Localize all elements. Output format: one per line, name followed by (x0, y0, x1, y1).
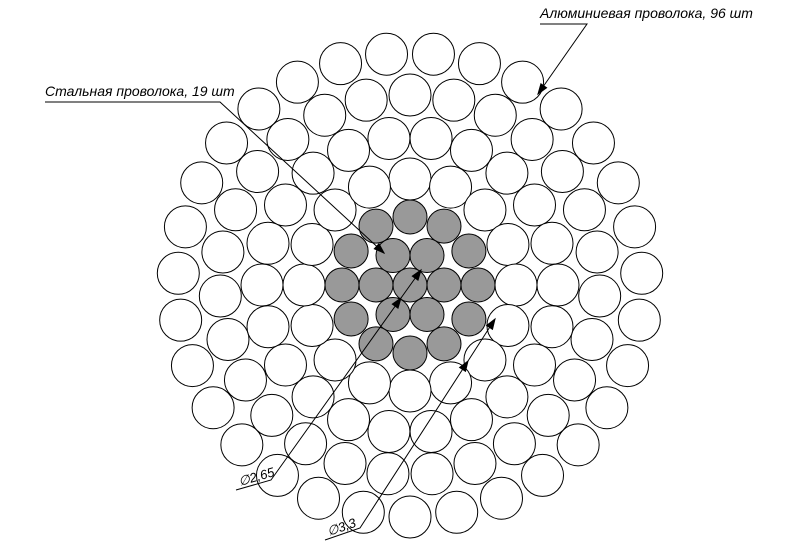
aluminium-ring-wire (345, 79, 387, 121)
aluminium-ring-wire (367, 453, 409, 495)
aluminium-ring-wire (192, 387, 234, 429)
aluminium-label: Алюминиевая проволока, 96 шт (539, 5, 753, 21)
aluminium-ring-wire (285, 423, 327, 465)
aluminium-ring-wire (207, 318, 249, 360)
aluminium-ring-wire (160, 299, 202, 341)
aluminium-ring-wire (436, 491, 478, 533)
aluminium-ring-wire (411, 453, 453, 495)
aluminium-ring-wire (348, 166, 390, 208)
aluminium-ring-wire (410, 118, 452, 160)
aluminium-ring-wire (563, 189, 605, 231)
steel-ring-wire (452, 234, 486, 268)
aluminium-ring-wire (324, 443, 366, 485)
aluminium-ring-wire (571, 318, 613, 360)
aluminium-ring-wire (389, 370, 431, 412)
aluminium-ring-wire (181, 162, 223, 204)
aluminium-ring-wire (224, 359, 266, 401)
aluminium-ring-wire (607, 345, 649, 387)
aluminium-ring-wire (320, 43, 362, 85)
aluminium-ring-wire (576, 231, 618, 273)
aluminium-ring-wire (579, 275, 621, 317)
steel-ring-wire (393, 200, 427, 234)
aluminium-ring-wire (247, 306, 289, 348)
aluminium-ring-wire (264, 344, 306, 386)
aluminium-ring-wire (458, 43, 500, 85)
steel-ring-wire (376, 239, 410, 273)
aluminium-ring-wire (328, 129, 370, 171)
aluminium-ring-wire (412, 33, 454, 75)
aluminium-ring-wire (531, 222, 573, 264)
aluminium-ring-wire (304, 94, 346, 136)
aluminium-leader (538, 24, 587, 94)
steel-ring-wire (393, 336, 427, 370)
steel-ring-wire (410, 239, 444, 273)
aluminium-ring-wire (522, 454, 564, 496)
steel-ring-wire (325, 268, 359, 302)
aluminium-ring-wire (389, 74, 431, 116)
aluminium-ring-wire (554, 359, 596, 401)
aluminium-ring-wire (586, 387, 628, 429)
aluminium-ring-wire (531, 306, 573, 348)
aluminium-ring-wire (433, 79, 475, 121)
aluminium-ring-wire (241, 264, 283, 306)
aluminium-ring-wire (199, 275, 241, 317)
steel-ring-wire (359, 327, 393, 361)
aluminium-ring-wire (502, 61, 544, 103)
aluminium-ring-wire (514, 184, 556, 226)
aluminium-ring-wire (368, 410, 410, 452)
aluminium-ring-wire (450, 399, 492, 441)
aluminium-ring-wire (368, 118, 410, 160)
aluminium-ring-wire (450, 129, 492, 171)
aluminium-ring-wire (298, 477, 340, 519)
aluminium-ring-wire (527, 394, 569, 436)
aluminium-ring-wire (276, 61, 318, 103)
aluminium-ring-wire (291, 305, 333, 347)
aluminium-ring-wire (597, 162, 639, 204)
aluminium-ring-wire (267, 118, 309, 160)
aluminium-ring-wire (283, 264, 325, 306)
aluminium-ring-wire (541, 151, 583, 193)
steel-ring-wire (452, 302, 486, 336)
steel-ring-wire (359, 268, 393, 302)
steel-ring-wire (427, 209, 461, 243)
aluminium-ring-wire (215, 189, 257, 231)
steel-ring-wire (461, 268, 495, 302)
steel-ring-wire (334, 302, 368, 336)
aluminium-ring-wire (495, 264, 537, 306)
steel-label: Стальная проволока, 19 шт (45, 83, 235, 99)
aluminium-ring-wire (487, 223, 529, 265)
aluminium-ring-wire (493, 423, 535, 465)
aluminium-ring-wire (202, 231, 244, 273)
aluminium-ring-wire (486, 376, 528, 418)
aluminium-ring-wire (511, 118, 553, 160)
aluminium-ring-wire (618, 299, 660, 341)
aluminium-ring-wire (410, 410, 452, 452)
aluminium-ring-wire (328, 399, 370, 441)
aluminium-ring-wire (454, 443, 496, 485)
dim-33-label: ∅3,3 (325, 515, 358, 539)
aluminium-ring-wire (171, 345, 213, 387)
aluminium-ring-wire (614, 206, 656, 248)
aluminium-ring-wire (164, 206, 206, 248)
aluminium-ring-wire (237, 151, 279, 193)
steel-ring-wire (359, 209, 393, 243)
aluminium-ring-wire (251, 394, 293, 436)
aluminium-ring-wire (157, 252, 199, 294)
aluminium-ring-wire (389, 158, 431, 200)
steel-ring-wire (427, 268, 461, 302)
aluminium-ring-wire (474, 94, 516, 136)
steel-ring-wire (410, 297, 444, 331)
aluminium-ring-wire (537, 264, 579, 306)
steel-ring-wire (334, 234, 368, 268)
aluminium-ring-wire (366, 33, 408, 75)
aluminium-ring-wire (247, 222, 289, 264)
aluminium-ring-wire (480, 477, 522, 519)
steel-ring-wire (427, 327, 461, 361)
aluminium-ring-wire (621, 252, 663, 294)
aluminium-ring-wire (389, 496, 431, 538)
